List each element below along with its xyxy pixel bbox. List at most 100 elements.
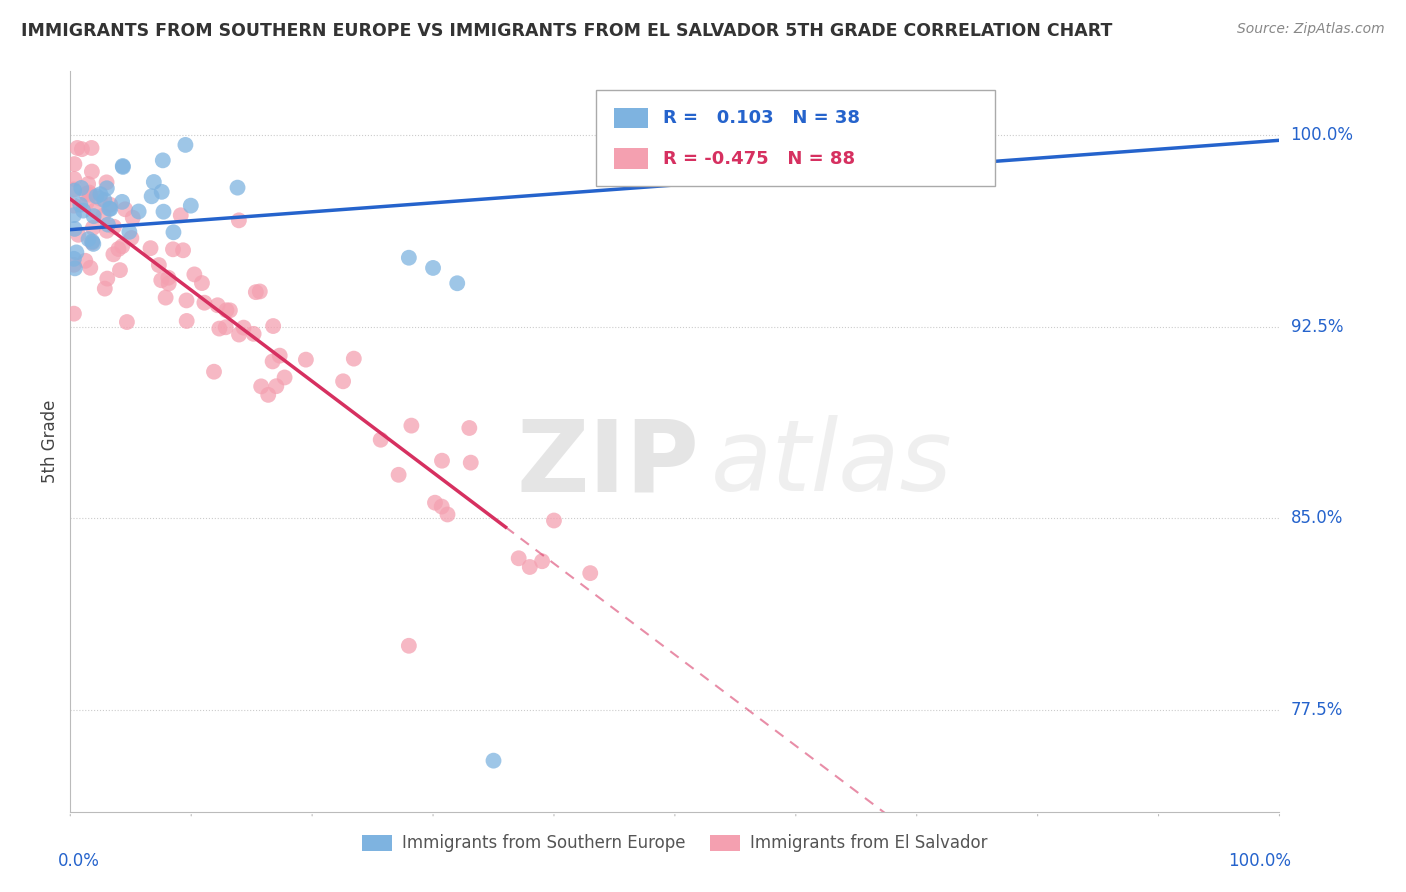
Legend: Immigrants from Southern Europe, Immigrants from El Salvador: Immigrants from Southern Europe, Immigra…: [356, 828, 994, 859]
Point: [176, 314, 198, 328]
Point: [458, 421, 481, 435]
Text: atlas: atlas: [711, 416, 953, 512]
Point: [82, 220, 104, 235]
Point: [69, 198, 91, 212]
Text: 0.0%: 0.0%: [58, 853, 100, 871]
Text: R =   0.103   N = 38: R = 0.103 N = 38: [662, 109, 860, 127]
Point: [218, 303, 240, 318]
Point: [150, 273, 173, 287]
Point: [266, 379, 288, 393]
Point: [107, 242, 129, 256]
Point: [208, 321, 231, 335]
Point: [215, 303, 238, 318]
Point: [103, 247, 125, 261]
Point: [228, 327, 250, 342]
Point: [398, 639, 420, 653]
Point: [63, 222, 86, 236]
Point: [152, 204, 174, 219]
Point: [579, 566, 602, 581]
Text: ZIP: ZIP: [516, 416, 699, 512]
Point: [207, 298, 229, 312]
Point: [77, 232, 100, 246]
Text: 100.0%: 100.0%: [1291, 126, 1354, 145]
Point: [202, 365, 225, 379]
Point: [89, 187, 111, 202]
Point: [191, 276, 214, 290]
Point: [82, 235, 104, 250]
Text: 100.0%: 100.0%: [1229, 853, 1292, 871]
Point: [63, 182, 86, 196]
Point: [543, 514, 565, 528]
Point: [70, 142, 93, 156]
Point: [111, 194, 134, 209]
Point: [93, 193, 115, 207]
Text: Source: ZipAtlas.com: Source: ZipAtlas.com: [1237, 22, 1385, 37]
Point: [401, 418, 423, 433]
Point: [193, 295, 215, 310]
Point: [83, 209, 105, 223]
FancyBboxPatch shape: [614, 148, 648, 169]
Point: [94, 282, 117, 296]
Point: [79, 186, 101, 200]
Point: [108, 263, 131, 277]
Point: [115, 315, 138, 329]
Point: [96, 271, 118, 285]
Point: [139, 241, 162, 255]
Point: [142, 175, 165, 189]
Point: [242, 326, 264, 341]
Point: [215, 320, 238, 334]
Point: [120, 231, 142, 245]
Point: [114, 202, 136, 217]
Point: [76, 195, 98, 210]
Point: [63, 157, 86, 171]
Point: [446, 277, 468, 291]
Point: [79, 187, 101, 202]
Point: [66, 141, 89, 155]
Point: [460, 456, 482, 470]
Point: [72, 203, 94, 218]
Point: [77, 177, 100, 191]
Point: [228, 213, 250, 227]
Point: [157, 277, 180, 291]
Point: [430, 500, 453, 514]
Point: [508, 551, 530, 566]
Point: [157, 270, 180, 285]
Point: [262, 319, 284, 334]
Point: [100, 198, 122, 212]
Point: [65, 245, 87, 260]
Point: [174, 137, 197, 152]
Point: [75, 186, 97, 201]
Point: [118, 225, 141, 239]
Point: [423, 496, 446, 510]
Point: [249, 285, 271, 299]
Point: [86, 189, 108, 203]
Point: [121, 211, 143, 225]
Point: [128, 204, 150, 219]
Point: [148, 258, 170, 272]
Text: 92.5%: 92.5%: [1291, 318, 1343, 335]
Point: [82, 236, 104, 251]
Point: [388, 467, 411, 482]
Point: [226, 180, 249, 194]
Point: [80, 164, 103, 178]
Point: [482, 754, 505, 768]
Point: [63, 184, 86, 198]
Point: [67, 227, 90, 242]
Point: [162, 242, 184, 256]
Point: [63, 261, 86, 276]
Point: [97, 218, 120, 232]
Point: [172, 244, 194, 258]
Point: [343, 351, 366, 366]
Point: [295, 352, 318, 367]
Point: [63, 252, 86, 266]
Point: [519, 560, 541, 574]
Point: [183, 268, 205, 282]
Point: [436, 508, 458, 522]
Point: [180, 199, 202, 213]
FancyBboxPatch shape: [614, 108, 648, 128]
Point: [245, 285, 267, 300]
Point: [422, 260, 444, 275]
Point: [269, 349, 291, 363]
Text: 85.0%: 85.0%: [1291, 509, 1343, 527]
Point: [262, 354, 284, 368]
